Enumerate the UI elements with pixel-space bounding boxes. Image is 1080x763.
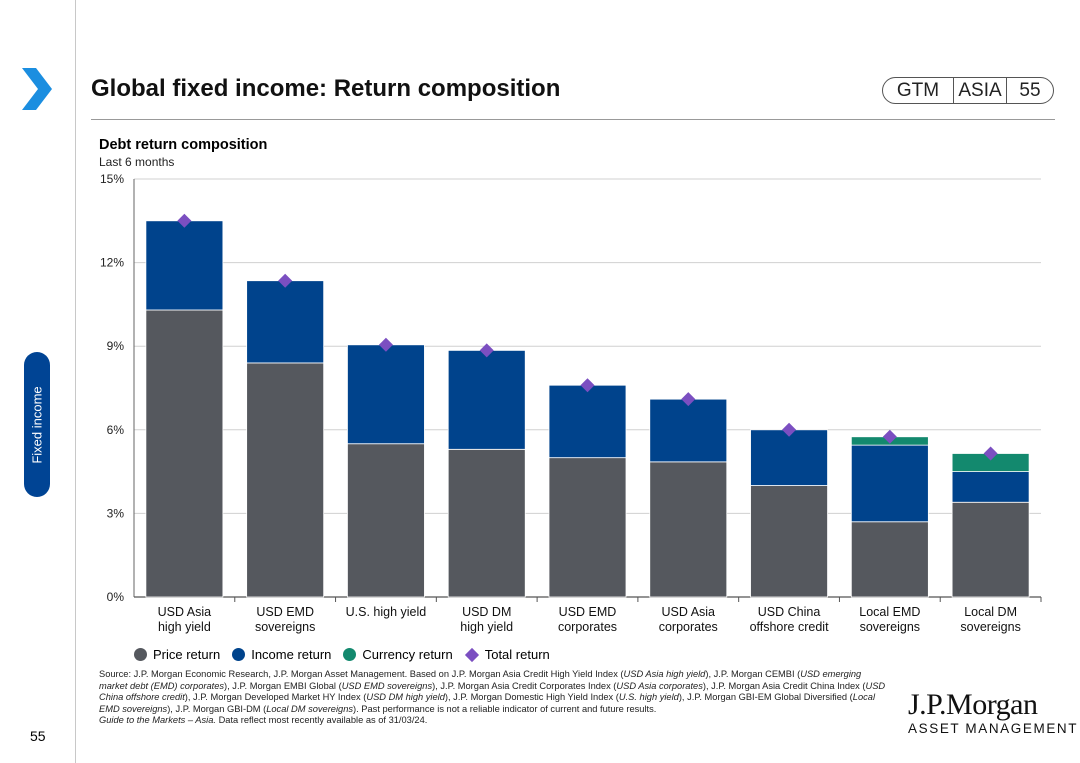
legend-total-return: Total return [464, 647, 550, 662]
total-return-marker [378, 337, 393, 352]
total-return-marker [782, 422, 797, 437]
badge-page: 55 [1019, 79, 1041, 101]
x-category-label: corporates [659, 620, 718, 634]
source-date-line: Guide to the Markets – Asia. Data reflec… [99, 715, 889, 727]
x-category-label: corporates [558, 620, 617, 634]
y-tick-label: 9% [107, 339, 125, 353]
legend-currency-return: Currency return [343, 647, 453, 662]
left-divider [75, 0, 76, 763]
page-number: 55 [30, 728, 46, 744]
y-tick-label: 12% [100, 256, 124, 270]
page-title: Global fixed income: Return composition [91, 75, 561, 102]
bar-price-return [347, 443, 425, 598]
legend-label-currency: Currency return [362, 647, 453, 662]
legend-label-price: Price return [153, 647, 221, 662]
bar-income-return [145, 220, 224, 311]
total-return-marker [983, 446, 998, 461]
x-category-label: USD Asia [662, 605, 716, 619]
total-return-marker [278, 273, 293, 288]
legend-swatch-currency [343, 648, 357, 661]
legend-swatch-total [464, 647, 479, 662]
x-category-label: Local DM [964, 605, 1017, 619]
section-tab-fixed-income[interactable]: Fixed income [24, 352, 50, 497]
bar-price-return [145, 309, 224, 598]
total-return-marker [681, 392, 696, 407]
header-rule [91, 119, 1055, 120]
legend-swatch-income [232, 648, 246, 661]
legend-price-return: Price return [134, 647, 220, 662]
legend-label-income: Income return [251, 647, 332, 662]
bar-price-return [951, 501, 1030, 598]
chart-title: Debt return composition [99, 137, 268, 153]
bar-price-return [447, 448, 526, 598]
bar-price-return [649, 461, 728, 598]
badge-gtm: GTM [883, 78, 954, 103]
data-date-note: Data reflect most recently available as … [218, 715, 428, 726]
source-text: Source: J.P. Morgan Economic Research, J… [99, 669, 886, 714]
y-tick-label: 6% [107, 423, 125, 437]
bar-price-return [750, 485, 828, 598]
bar-income-return [649, 398, 728, 463]
jpmorgan-logo: J.P.Morgan ASSET MANAGEMENT [908, 688, 1078, 736]
bar-income-return [447, 349, 526, 450]
y-tick-label: 15% [100, 172, 124, 186]
chevron-right-icon [22, 68, 52, 110]
x-category-label: high yield [460, 620, 513, 634]
chart-legend: Price return Income return Currency retu… [134, 647, 562, 662]
x-category-label: USD Asia [158, 605, 212, 619]
x-category-label: USD China [758, 605, 821, 619]
x-category-label: offshore credit [750, 620, 830, 634]
y-tick-label: 3% [107, 506, 125, 520]
bar-price-return [850, 521, 929, 598]
x-category-label: USD EMD [256, 605, 314, 619]
total-return-marker [177, 213, 192, 228]
y-tick-label: 0% [107, 590, 125, 604]
logo-wordmark: J.P.Morgan [908, 688, 1038, 721]
x-category-label: sovereigns [860, 620, 920, 634]
bar-income-return [246, 280, 325, 364]
x-category-label: USD EMD [559, 605, 617, 619]
logo-subtitle: ASSET MANAGEMENT [908, 721, 1079, 736]
badge-region: ASIA [954, 78, 1007, 103]
x-category-label: Local EMD [859, 605, 920, 619]
x-category-label: sovereigns [255, 620, 315, 634]
x-category-label: high yield [158, 620, 211, 634]
bar-income-return [850, 444, 929, 523]
x-category-label: USD DM [462, 605, 511, 619]
guide-title: Guide to the Markets – Asia. [99, 715, 216, 726]
legend-income-return: Income return [232, 647, 331, 662]
total-return-marker [882, 429, 897, 444]
legend-swatch-price [134, 648, 147, 661]
chart-subtitle: Last 6 months [99, 155, 175, 169]
bar-income-return [548, 384, 627, 459]
total-return-marker [479, 343, 494, 358]
bar-income-return [347, 344, 425, 445]
bar-income-return [951, 471, 1030, 503]
x-category-label: U.S. high yield [346, 605, 427, 619]
bar-price-return [548, 457, 627, 598]
legend-label-total: Total return [484, 647, 550, 662]
total-return-marker [580, 378, 595, 393]
x-category-label: sovereigns [960, 620, 1020, 634]
bar-price-return [246, 362, 325, 598]
bar-income-return [750, 429, 828, 486]
gtm-badge: GTM ASIA 55 [882, 77, 1054, 104]
source-note: Source: J.P. Morgan Economic Research, J… [99, 669, 889, 727]
